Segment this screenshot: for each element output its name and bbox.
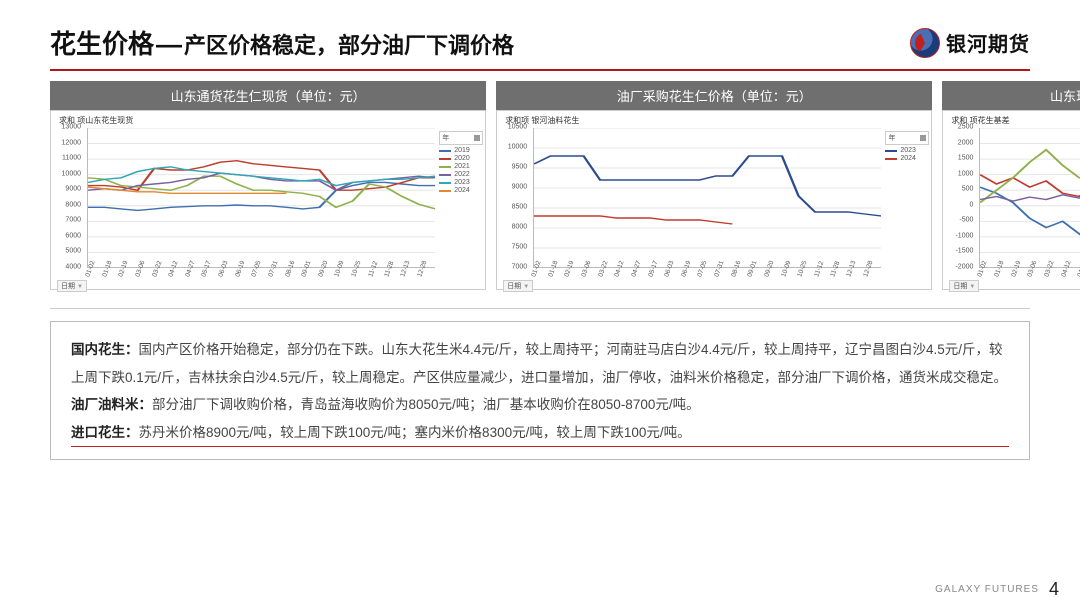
commentary-box: 国内花生：国内产区价格开始稳定，部分仍在下跌。山东大花生米4.4元/斤，较上周持… xyxy=(50,321,1030,460)
chart-box: 山东现货与连续合约基差（单位：元）求和 项花生基差250020001500100… xyxy=(942,81,1080,290)
chart-box: 山东通货花生仁现货（单位：元）求和 项山东花生现货130001200011000… xyxy=(50,81,486,290)
title-sub: 产区价格稳定，部分油厂下调价格 xyxy=(184,28,514,60)
x-axis-labels: 01-0201-1802-1903-0603-2204-1204-2705-17… xyxy=(87,268,435,275)
title-main: 花生价格 xyxy=(50,24,154,61)
chart-subtitle: 求和项 银河油料花生 xyxy=(499,115,929,128)
chart-legend: 年 20232024 xyxy=(885,131,929,163)
legend-item: 2019 xyxy=(439,147,483,154)
chart-box: 油厂采购花生仁价格（单位：元）求和项 银河油料花生105001000095009… xyxy=(496,81,932,290)
divider xyxy=(50,308,1030,309)
legend-item: 2024 xyxy=(439,187,483,194)
legend-item: 2020 xyxy=(439,155,483,162)
underline-accent xyxy=(71,446,1009,447)
plot-area xyxy=(533,128,881,268)
p2-text: 部分油厂下调收购价格，青岛益海收购价为8050元/吨；油厂基本收购价在8050-… xyxy=(152,397,700,412)
axis-label-tag[interactable]: 日期▼ xyxy=(503,280,533,292)
chart-series xyxy=(980,195,1080,201)
slide-footer: GALAXY FUTURES 4 xyxy=(935,579,1060,600)
p2-label: 油厂油料米： xyxy=(71,397,152,412)
footer-brand: GALAXY FUTURES xyxy=(935,584,1039,595)
chart-series xyxy=(88,176,435,209)
title-dash: — xyxy=(156,29,182,60)
y-axis-labels: 1050010000950090008500800075007000 xyxy=(497,127,529,267)
y-axis-labels: 25002000150010005000-500-1000-1500-2000 xyxy=(943,127,975,267)
chart-body: 求和 项花生基差25002000150010005000-500-1000-15… xyxy=(942,110,1080,290)
chart-title: 山东通货花生仁现货（单位：元） xyxy=(50,81,486,110)
legend-item: 2021 xyxy=(439,163,483,170)
header-rule xyxy=(50,69,1030,71)
chart-series xyxy=(980,162,1080,255)
plot-area xyxy=(87,128,435,268)
legend-header[interactable]: 年 xyxy=(885,131,929,145)
legend-header[interactable]: 年 xyxy=(439,131,483,145)
p3-text: 苏丹米价格8900元/吨，较上周下跌100元/吨；塞内米价格8300元/吨，较上… xyxy=(139,425,691,440)
legend-item: 2022 xyxy=(439,171,483,178)
p3-label: 进口花生： xyxy=(71,425,139,440)
axis-label-tag[interactable]: 日期▼ xyxy=(57,280,87,292)
axis-label-tag[interactable]: 日期▼ xyxy=(949,280,979,292)
chart-series xyxy=(534,156,881,216)
chart-legend: 年 201920202021202220232024 xyxy=(439,131,483,195)
chart-body: 求和项 银河油料花生105001000095009000850080007500… xyxy=(496,110,932,290)
legend-item: 2024 xyxy=(885,155,929,162)
logo-text: 银河期货 xyxy=(946,28,1030,57)
chart-subtitle: 求和 项山东花生现货 xyxy=(53,115,483,128)
slide-header: 花生价格 — 产区价格稳定，部分油厂下调价格 银河期货 xyxy=(50,24,1030,61)
chart-series xyxy=(534,216,732,224)
x-axis-labels: 01-0201-1802-1903-0603-2204-1204-2705-17… xyxy=(533,268,881,275)
page-number: 4 xyxy=(1049,579,1060,600)
plot-area xyxy=(979,128,1080,268)
chart-title: 油厂采购花生仁价格（单位：元） xyxy=(496,81,932,110)
legend-item: 2023 xyxy=(885,147,929,154)
legend-item: 2023 xyxy=(439,179,483,186)
brand-logo: 银河期货 xyxy=(910,28,1030,58)
p1-text: 国内产区价格开始稳定，部分仍在下跌。山东大花生米4.4元/斤，较上周持平；河南驻… xyxy=(71,342,1007,385)
chart-body: 求和 项山东花生现货130001200011000100009000800070… xyxy=(50,110,486,290)
y-axis-labels: 1300012000110001000090008000700060005000… xyxy=(51,127,83,267)
logo-icon xyxy=(910,28,940,58)
charts-row: 山东通货花生仁现货（单位：元）求和 项山东花生现货130001200011000… xyxy=(50,81,1030,290)
chart-title: 山东现货与连续合约基差（单位：元） xyxy=(942,81,1080,110)
x-axis-labels: 01-0201-1802-1903-0603-2204-1204-2705-17… xyxy=(979,268,1080,275)
p1-label: 国内花生： xyxy=(71,342,139,357)
